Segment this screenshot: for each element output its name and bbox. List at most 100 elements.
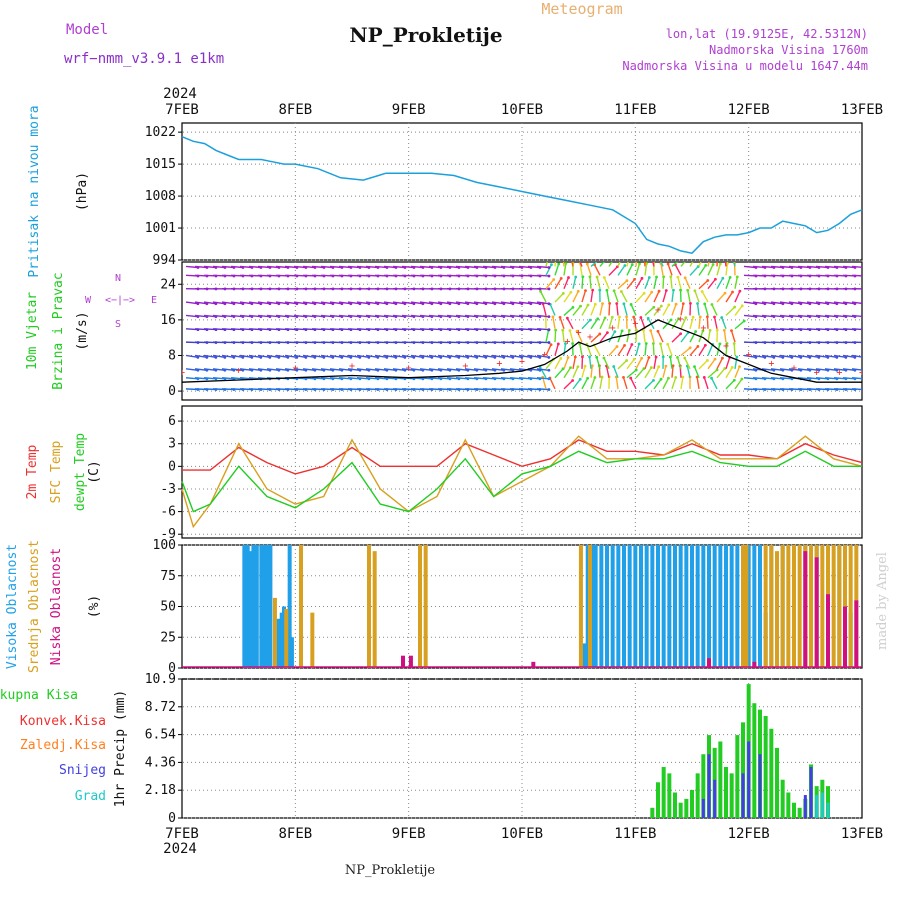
wind-arrowhead	[683, 356, 687, 360]
wind-arrow	[689, 345, 699, 356]
wind-arrow	[593, 264, 601, 276]
wind-arrow	[536, 388, 550, 391]
wind-arrow	[293, 314, 307, 318]
wind-arrowhead	[731, 290, 734, 294]
wind-arrow	[635, 368, 645, 379]
wind-arrow	[752, 301, 765, 305]
precip-bar	[735, 735, 740, 818]
cloud-bar	[735, 545, 740, 668]
wind-arrow	[617, 265, 626, 276]
wind-arrow	[212, 368, 225, 371]
wind-arrow	[185, 354, 198, 359]
wind-arrow	[626, 358, 635, 370]
cloud-bar	[684, 545, 689, 668]
wind-arrow	[635, 357, 643, 370]
wind-arrow	[689, 331, 697, 343]
wind-arrow	[716, 357, 724, 370]
wind-arrowhead	[662, 275, 666, 279]
wind-arrow	[392, 354, 405, 359]
wind-arrow	[194, 265, 208, 269]
cloud-bar	[593, 545, 598, 668]
wind-arrow	[752, 354, 765, 359]
wind-arrow	[662, 365, 667, 378]
wind-arrowhead	[696, 345, 700, 348]
wind-arrowhead	[721, 356, 724, 360]
wind-arrowhead	[728, 276, 732, 279]
wind-arrow	[338, 265, 352, 269]
wind-arrow	[491, 314, 505, 318]
wind-arrow	[797, 368, 810, 371]
wind-arrow	[221, 265, 235, 269]
wind-arrow	[676, 357, 682, 370]
cloud-bar	[287, 545, 292, 668]
wind-arrow	[752, 265, 766, 269]
wind-arrowhead	[569, 366, 572, 370]
wind-arrow	[851, 354, 862, 358]
wind-arrow	[203, 314, 217, 318]
top-day-label: 9FEB	[392, 102, 426, 118]
wind-arrowhead	[647, 356, 651, 359]
wind-arrow	[644, 367, 652, 379]
precip-bar	[792, 802, 796, 818]
wind-arrow	[659, 343, 664, 356]
wind-arrow	[518, 354, 531, 359]
cloud-bar	[729, 545, 734, 668]
wind-arrowhead	[632, 315, 636, 319]
wind-arrow	[590, 365, 593, 378]
pressure-series-label: Pritisak na nivou mora	[27, 105, 42, 277]
wind-arrow	[797, 301, 810, 305]
wind-arrow	[608, 303, 611, 316]
wind-arrow	[473, 265, 487, 269]
panels-group: + + + + + + + + + + + + + + + + + + + + + + + +	[178, 122, 874, 819]
wind-arrow	[491, 377, 505, 380]
wind-arrow	[734, 378, 743, 390]
wind-arrowhead	[625, 279, 629, 283]
chart-subtitle: Meteogram	[541, 0, 622, 18]
wind-arrowhead	[645, 262, 649, 265]
wind-arrowhead	[674, 376, 678, 379]
wind-arrow	[419, 314, 433, 318]
wind-arrow	[509, 301, 522, 305]
wind-arrowhead	[564, 342, 567, 345]
wind-arrow	[734, 320, 745, 330]
cloud-bar	[712, 545, 717, 668]
wind-arrow	[725, 343, 728, 356]
wind-arrow	[437, 354, 450, 359]
wind-arrow	[842, 265, 856, 269]
precip-bar	[820, 792, 824, 818]
wind-arrow	[554, 330, 557, 343]
wind-arrow	[860, 314, 862, 317]
wind-arrowhead	[733, 305, 737, 309]
cloud-bar	[633, 545, 638, 668]
cloud-bar	[797, 545, 802, 668]
wind-arrow	[542, 303, 547, 316]
wind-arrowhead	[738, 289, 742, 293]
cloud-bar	[780, 545, 785, 668]
wind-arrow	[596, 357, 601, 370]
wind-arrowhead	[871, 356, 874, 359]
wind-arrow	[428, 314, 442, 318]
wind-arrowhead	[863, 275, 866, 278]
wind-arrow	[707, 358, 716, 370]
wind-arrow	[680, 347, 691, 357]
cloud-bar	[695, 545, 700, 668]
precip-bar	[718, 741, 723, 818]
wind-arrowhead	[622, 375, 625, 379]
wind-arrowhead	[575, 329, 579, 333]
precip-bar	[701, 754, 706, 818]
cloud-bar	[310, 612, 315, 668]
precip-series-label: Snijeg	[59, 763, 106, 778]
cloud-bar	[707, 545, 711, 668]
wind-arrow	[221, 314, 235, 318]
precip-bar	[752, 703, 757, 818]
wind-arrowhead	[596, 317, 600, 321]
wind-arrow	[593, 344, 601, 356]
wind-arrow	[203, 265, 217, 269]
precip-bar	[797, 807, 802, 818]
pressure-ytick-label: 1022	[145, 125, 176, 140]
cloud-bar	[588, 545, 592, 668]
wind-arrowhead	[710, 376, 713, 380]
cloud-bar	[820, 545, 825, 668]
wind-arrow	[623, 303, 628, 316]
wind-arrow	[569, 330, 574, 343]
